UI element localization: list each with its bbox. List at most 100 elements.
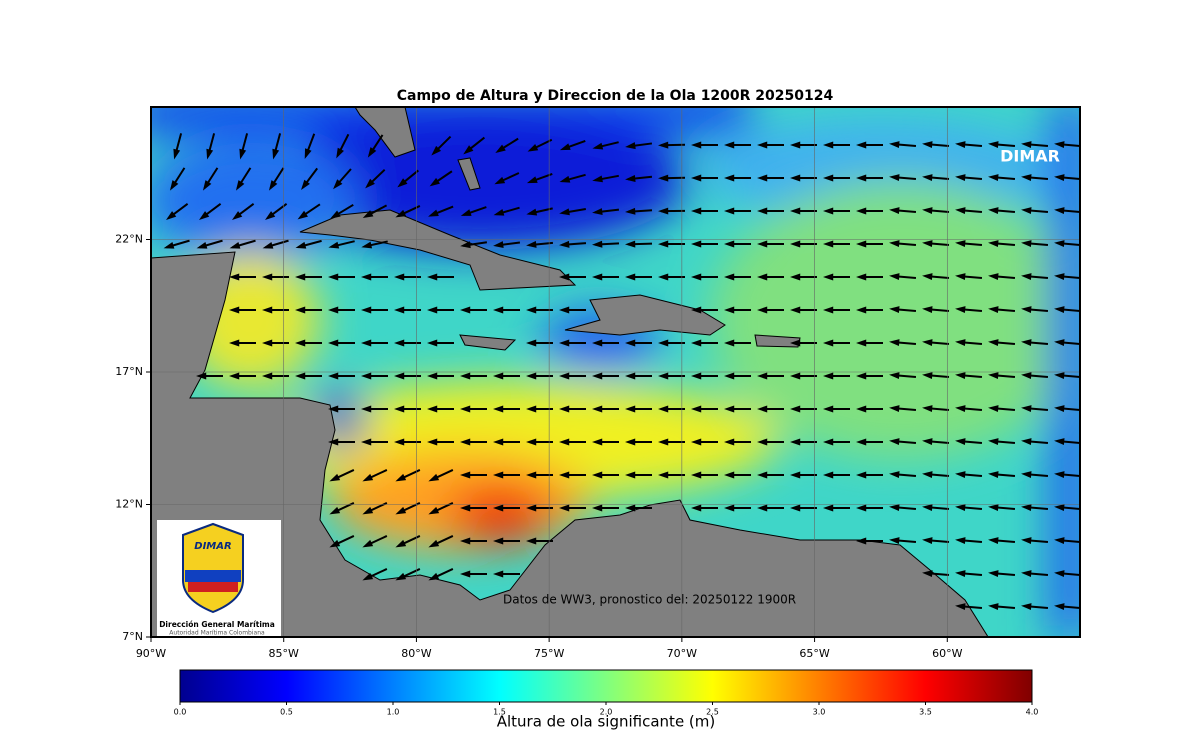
arrow (328, 339, 355, 347)
arrow (790, 306, 817, 314)
arrow (823, 438, 850, 446)
arrow-head (856, 273, 867, 281)
arrow-head (361, 339, 372, 347)
arrow-head (658, 141, 669, 149)
arrow-head (460, 504, 471, 512)
arrow-head (922, 273, 933, 281)
arrow-head (493, 537, 504, 545)
arrow (1021, 306, 1049, 314)
arrow-head (1021, 207, 1032, 215)
arrow (592, 141, 619, 150)
arrow-head (691, 174, 702, 182)
logo: DIMAR Dirección General Marítima Autorid… (157, 520, 281, 637)
arrow-head (232, 211, 243, 221)
arrow-head (460, 405, 471, 413)
colorbar-tick-label: 4.0 (1026, 708, 1039, 717)
arrow-head (658, 471, 669, 479)
arrow (790, 372, 817, 380)
arrow (757, 438, 784, 446)
arrow (955, 141, 983, 149)
arrow (922, 207, 950, 215)
arrow (1021, 603, 1049, 611)
arrow (724, 306, 751, 314)
arrow-head (922, 537, 933, 545)
arrow (295, 306, 322, 314)
arrow (330, 203, 354, 219)
arrow (397, 169, 419, 188)
arrow-head (691, 273, 702, 281)
arrow (922, 372, 950, 380)
arrow (790, 504, 817, 512)
arrow (229, 273, 256, 281)
arrow-head (1021, 603, 1032, 611)
arrow (1021, 570, 1049, 578)
arrow-head (427, 438, 438, 446)
arrow-head (428, 473, 440, 482)
arrow (988, 438, 1016, 446)
arrow (658, 438, 685, 446)
arrow (988, 174, 1016, 182)
arrow (1054, 471, 1080, 479)
arrow (955, 174, 983, 182)
arrow-head (889, 240, 900, 248)
arrow-head (1021, 471, 1032, 479)
arrow-head (757, 306, 768, 314)
arrow (988, 372, 1016, 380)
arrow (361, 438, 388, 446)
arrow-head (235, 180, 245, 191)
arrow-head (790, 240, 801, 248)
arrow-head (823, 174, 834, 182)
arrow-head (265, 211, 276, 221)
arrow-head (823, 141, 834, 149)
arrow (823, 504, 850, 512)
arrow (988, 603, 1016, 611)
arrow (889, 273, 917, 281)
arrow (262, 339, 289, 347)
arrow (955, 207, 983, 215)
arrow (592, 405, 619, 413)
arrow-head (1054, 471, 1065, 479)
arrow-head (988, 306, 999, 314)
arrow-head (460, 306, 471, 314)
arrow (328, 273, 355, 281)
arrow (328, 405, 355, 413)
arrow (1021, 174, 1049, 182)
arrow (889, 372, 917, 380)
arrow (559, 438, 586, 446)
arrow (460, 306, 487, 314)
arrow-head (526, 372, 537, 380)
arrow-head (395, 572, 407, 581)
arrow (493, 537, 520, 545)
logo-subtitle: Autoridad Marítima Colombiana (169, 630, 265, 637)
logo-title: Dirección General Marítima (159, 620, 275, 629)
arrow-head (362, 539, 374, 548)
arrow (333, 168, 352, 190)
arrow-head (297, 210, 308, 220)
arrow-head (262, 242, 274, 249)
x-tick-label: 60°W (932, 647, 962, 660)
arrow-head (559, 273, 570, 281)
arrow-head (460, 372, 471, 380)
arrow (295, 372, 322, 380)
arrow (1021, 273, 1049, 281)
arrow (691, 339, 718, 347)
arrow-head (559, 240, 570, 248)
arrow (362, 469, 388, 482)
arrow (460, 504, 487, 512)
arrow (955, 405, 983, 413)
arrow-head (428, 572, 440, 581)
arrow-head (1021, 273, 1032, 281)
arrow-head (493, 570, 504, 578)
arrow-head (1021, 372, 1032, 380)
arrow-head (625, 273, 636, 281)
arrow (262, 273, 289, 281)
arrow (427, 339, 454, 347)
arrow-head (757, 405, 768, 413)
y-tick-label: 7°N (122, 630, 143, 643)
arrow (367, 134, 384, 158)
arrow (1021, 240, 1049, 248)
arrow-head (955, 306, 966, 314)
arrow-head (196, 372, 207, 380)
arrow (625, 240, 653, 248)
arrow-head (329, 506, 341, 515)
